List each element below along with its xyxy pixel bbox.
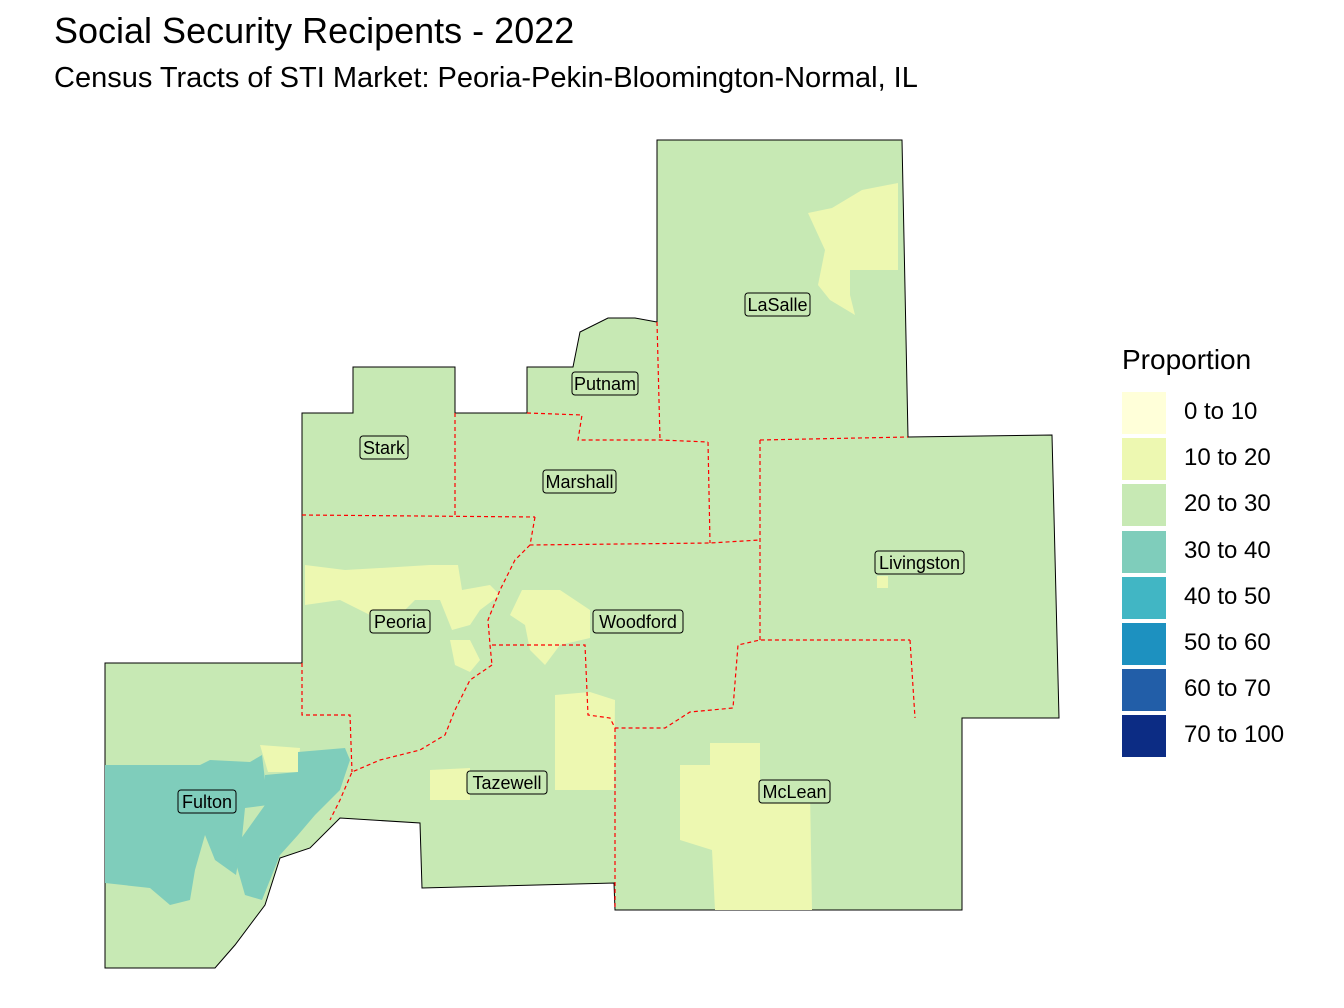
tract-mclean-central bbox=[680, 743, 812, 910]
tracts-10-to-20 bbox=[260, 183, 898, 910]
legend-item: 10 to 20 bbox=[1122, 436, 1271, 482]
legend-label: 70 to 100 bbox=[1184, 721, 1285, 749]
county-label-fulton: Fulton bbox=[177, 789, 237, 814]
border-lasalle-putnam bbox=[656, 321, 661, 441]
legend-item: 20 to 30 bbox=[1122, 482, 1271, 528]
legend-swatch bbox=[1122, 438, 1166, 481]
border-peoria-woodford bbox=[487, 544, 531, 666]
county-label-livingston: Livingston bbox=[874, 550, 965, 575]
border-peoria-tazewell bbox=[329, 664, 493, 821]
legend-title: Proportion bbox=[1122, 344, 1252, 375]
legend-swatch bbox=[1122, 576, 1166, 619]
county-label-livingston-text: Livingston bbox=[879, 553, 960, 573]
border-lasalle-livingston bbox=[759, 436, 909, 441]
legend-label: 30 to 40 bbox=[1184, 536, 1271, 564]
legend-label: 0 to 10 bbox=[1184, 398, 1258, 425]
tract-livingston-small bbox=[877, 576, 888, 588]
county-label-putnam: Putnam bbox=[571, 371, 639, 396]
border-stark-peoria bbox=[301, 514, 536, 518]
county-label-lasalle: LaSalle bbox=[744, 292, 811, 317]
tract-fulton-north bbox=[260, 745, 300, 772]
tract-tazewell-east bbox=[555, 692, 615, 790]
county-label-lasalle-text: LaSalle bbox=[747, 295, 807, 315]
border-putnam-marshall bbox=[526, 412, 709, 443]
legend-item: 0 to 10 bbox=[1122, 390, 1257, 436]
county-label-tazewell-text: Tazewell bbox=[472, 773, 541, 793]
county-label-mclean-text: McLean bbox=[762, 782, 826, 802]
legend-swatch bbox=[1122, 669, 1166, 712]
county-label-peoria-text: Peoria bbox=[374, 612, 427, 632]
border-marshall-woodford bbox=[529, 516, 761, 546]
border-marshall-lasalle bbox=[707, 441, 711, 544]
legend-label: 60 to 70 bbox=[1184, 675, 1271, 703]
tract-lasalle-north bbox=[808, 183, 898, 315]
border-woodford-tazewell bbox=[492, 639, 910, 729]
border-peoria-fulton bbox=[301, 663, 353, 773]
county-label-woodford: Woodford bbox=[592, 609, 684, 634]
map-title: Social Security Recipents - 2022 bbox=[54, 10, 575, 51]
legend-item: 60 to 70 bbox=[1122, 667, 1271, 713]
legend-label: 20 to 30 bbox=[1184, 490, 1271, 518]
legend-item: 40 to 50 bbox=[1122, 575, 1271, 621]
county-label-putnam-text: Putnam bbox=[574, 374, 636, 394]
county-label-stark-text: Stark bbox=[363, 438, 406, 458]
legend-label: 10 to 20 bbox=[1184, 444, 1271, 472]
county-label-fulton-text: Fulton bbox=[182, 792, 232, 812]
county-labels: LaSalle Putnam Stark Marshall Livingston… bbox=[177, 292, 965, 814]
county-boundaries bbox=[301, 321, 916, 910]
legend-swatch bbox=[1122, 484, 1166, 527]
tract-peoria-central bbox=[450, 640, 480, 672]
legend-swatch bbox=[1122, 530, 1166, 573]
border-livingston-mclean bbox=[909, 639, 916, 719]
county-label-mclean: McLean bbox=[758, 779, 831, 804]
county-label-marshall: Marshall bbox=[542, 469, 617, 494]
legend-swatch bbox=[1122, 622, 1166, 665]
county-label-marshall-text: Marshall bbox=[545, 472, 613, 492]
county-label-peoria: Peoria bbox=[369, 609, 431, 634]
county-label-stark: Stark bbox=[359, 435, 409, 460]
tract-peoria-north bbox=[305, 565, 500, 630]
map-subtitle: Census Tracts of STI Market: Peoria-Peki… bbox=[54, 62, 918, 94]
legend-item: 30 to 40 bbox=[1122, 529, 1271, 575]
county-label-woodford-text: Woodford bbox=[599, 612, 677, 632]
legend-item: 50 to 60 bbox=[1122, 621, 1271, 667]
tract-tazewell-west bbox=[430, 768, 470, 800]
tract-fulton-east bbox=[235, 748, 350, 900]
legend-item: 70 to 100 bbox=[1122, 713, 1284, 759]
tract-woodford-west bbox=[510, 590, 590, 665]
legend-swatch bbox=[1122, 715, 1166, 758]
legend-label: 50 to 60 bbox=[1184, 628, 1271, 656]
county-label-tazewell: Tazewell bbox=[466, 770, 548, 795]
legend: Proportion 0 to 10 10 to 20 20 to 30 30 … bbox=[1122, 344, 1284, 760]
legend-label: 40 to 50 bbox=[1184, 582, 1271, 610]
legend-swatch bbox=[1122, 392, 1166, 434]
